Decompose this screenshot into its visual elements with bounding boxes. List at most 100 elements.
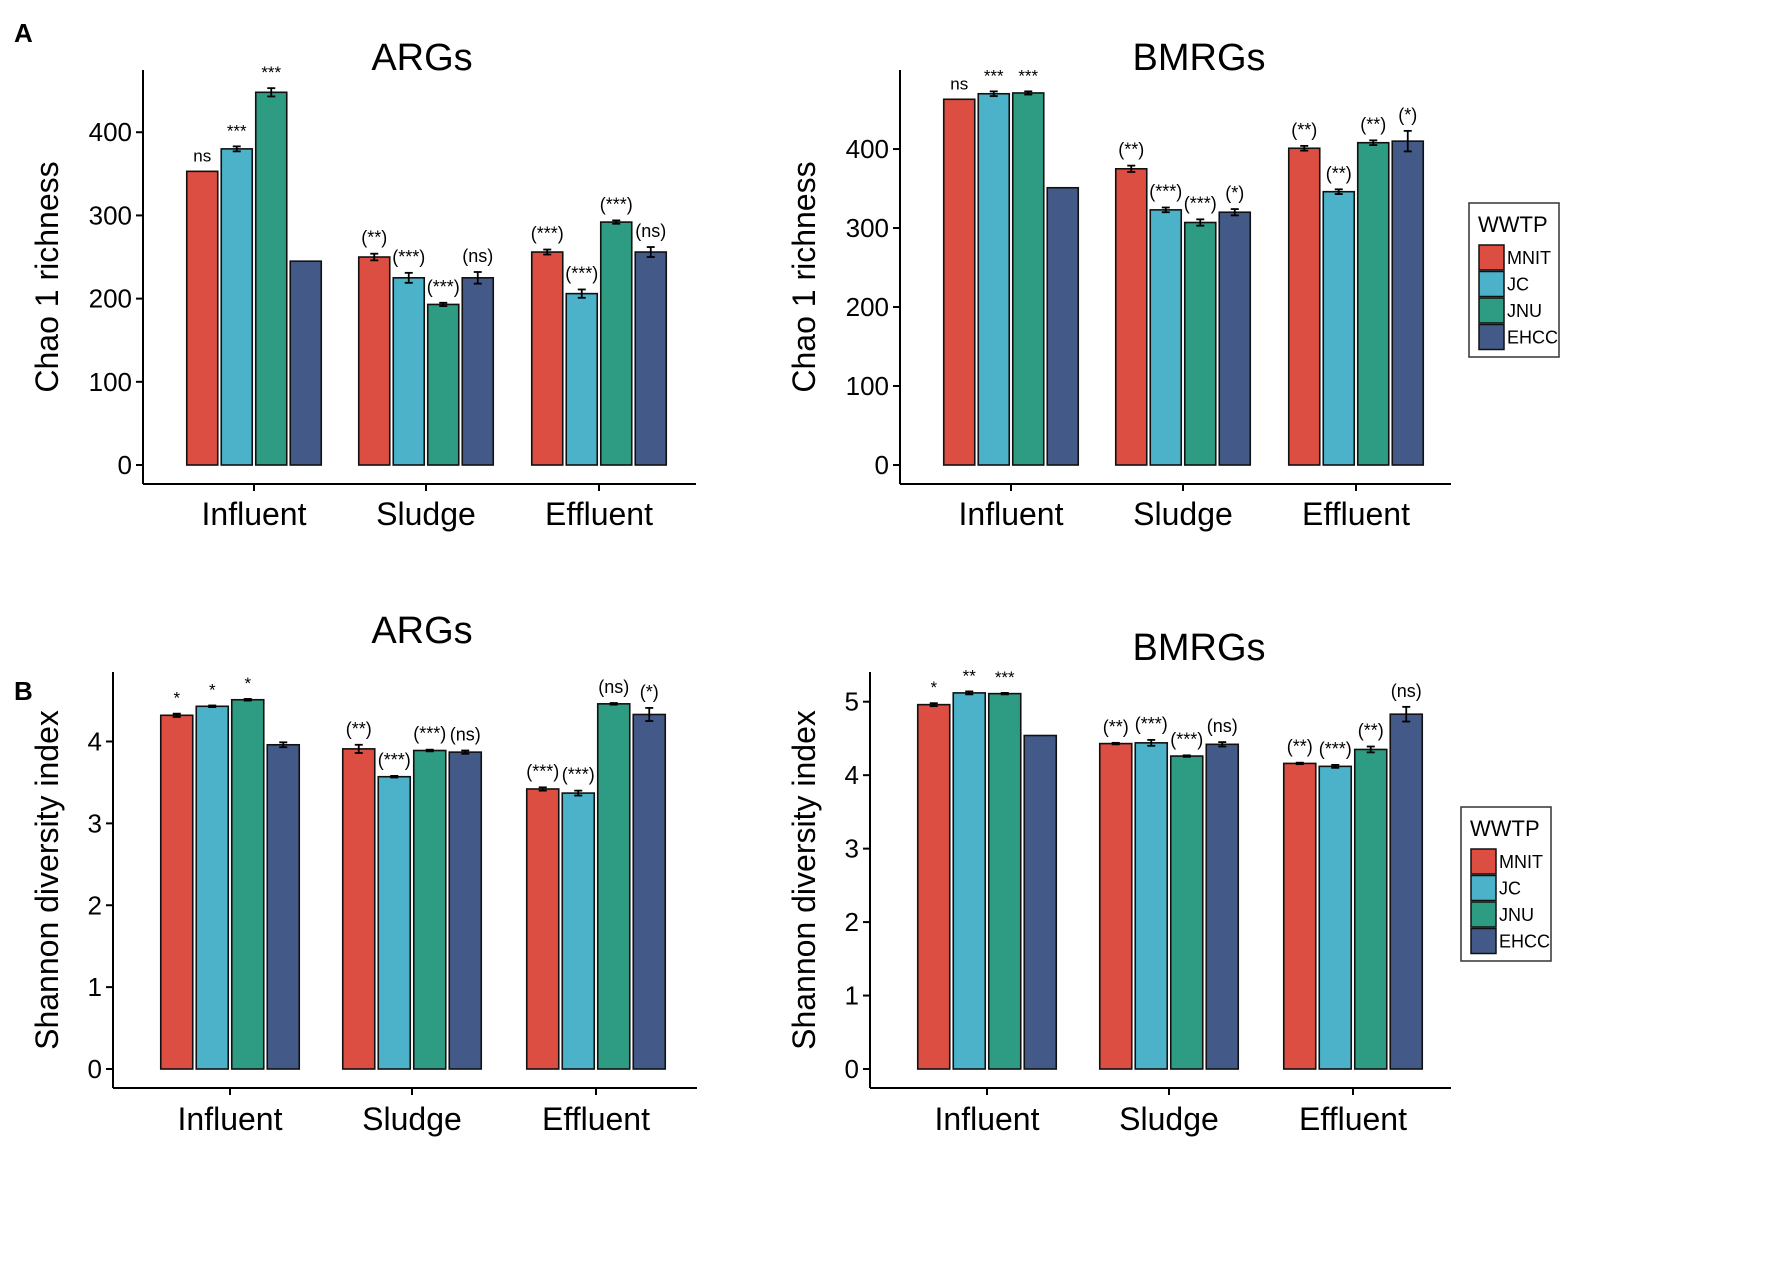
bar-jc-effluent [1318, 765, 1353, 1070]
error-bar-mnit-effluent [543, 248, 552, 256]
significance-label: (**) [346, 719, 372, 739]
legend-label-mnit: MNIT [1499, 852, 1543, 872]
legend-top: WWTP MNIT JC JNU EHCC [1468, 202, 1560, 358]
bar-jc-sludge [1134, 742, 1169, 1070]
significance-label: (**) [1118, 140, 1144, 160]
significance-label: * [173, 689, 180, 708]
error-bar-mnit-sludge [1111, 741, 1120, 746]
bar-jnu-influent [254, 91, 288, 466]
legend-label-jc: JC [1507, 275, 1529, 295]
significance-label: (*) [1398, 105, 1417, 125]
bar-jnu-sludge [426, 303, 460, 466]
y-tick-label: 100 [846, 371, 889, 401]
bar-ehcc-effluent [634, 251, 668, 466]
bar-jc-influent [220, 148, 254, 466]
bar-jnu-influent [987, 692, 1022, 1070]
y-tick-label: 1 [88, 972, 102, 1002]
bar-jnu-sludge [412, 749, 447, 1070]
error-bar-jc-effluent [1331, 763, 1340, 769]
bar-mnit-influent [942, 98, 976, 466]
bar-mnit-effluent [525, 788, 560, 1070]
category-label-effluent: Effluent [1302, 496, 1410, 532]
error-bar-jc-sludge [404, 271, 413, 284]
bar-mnit-sludge [1114, 167, 1148, 466]
significance-label: (***) [378, 750, 411, 770]
significance-label: *** [1018, 66, 1038, 85]
error-bar-jnu-effluent [609, 702, 618, 706]
y-tick-label: 1 [845, 981, 859, 1011]
y-tick-label: 4 [845, 760, 859, 790]
legend-swatch-jnu [1470, 901, 1497, 928]
significance-label: * [209, 680, 216, 699]
significance-label: (***) [1149, 181, 1182, 201]
bar-jnu-influent [1011, 92, 1045, 466]
significance-label: (***) [565, 263, 598, 283]
y-axis-label: Shannon diversity index [786, 710, 822, 1050]
category-label-influent: Influent [202, 496, 307, 532]
bar-mnit-influent [916, 703, 951, 1070]
significance-label: (**) [1287, 737, 1313, 757]
error-bar-mnit-effluent [1300, 144, 1309, 152]
category-label-influent: Influent [959, 496, 1064, 532]
significance-label: (*) [1225, 183, 1244, 203]
chart-title: ARGs [371, 610, 472, 652]
error-bar-ehcc-effluent [1403, 129, 1412, 153]
error-bar-jc-effluent [1334, 188, 1343, 195]
panel-label-b: B [14, 676, 33, 706]
error-bar-ehcc-effluent [645, 707, 654, 722]
category-label-sludge: Sludge [1119, 1101, 1219, 1137]
bar-ehcc-effluent [1389, 713, 1424, 1070]
category-label-sludge: Sludge [376, 496, 476, 532]
bar-mnit-sludge [1098, 742, 1133, 1070]
significance-label: *** [995, 668, 1015, 687]
y-tick-label: 3 [845, 834, 859, 864]
legend-swatch-jnu [1478, 297, 1505, 324]
chart-arg-chao1: ARGs Chao 1 richness 0 100 200 300 400 Influent… [29, 37, 696, 532]
legend-label-mnit: MNIT [1507, 248, 1551, 268]
error-bar-mnit-sludge [354, 743, 363, 754]
bar-jc-sludge [1149, 209, 1183, 466]
y-axis-label: Shannon diversity index [29, 710, 65, 1050]
bar-jc-sludge [392, 277, 426, 466]
y-tick-label: 200 [846, 292, 889, 322]
error-bar-jnu-influent [243, 698, 252, 702]
significance-label: * [244, 674, 251, 693]
chart-bmrg-shannon: BMRGs Shannon diversity index 0 1 2 3 4 5 Influe… [786, 627, 1451, 1137]
legend-title: WWTP [1470, 816, 1540, 841]
chart-title: BMRGs [1133, 627, 1266, 669]
category-label-influent: Influent [935, 1101, 1040, 1137]
significance-label: (***) [1170, 729, 1203, 749]
error-bar-jnu-influent [267, 87, 276, 98]
bar-mnit-effluent [1287, 147, 1321, 466]
category-label-effluent: Effluent [542, 1101, 650, 1137]
significance-label: * [930, 678, 937, 697]
y-tick-label: 0 [845, 1054, 859, 1084]
error-bar-jnu-effluent [612, 219, 621, 225]
bar-mnit-sludge [357, 256, 391, 466]
bar-jc-effluent [565, 292, 599, 466]
bar-jnu-effluent [596, 703, 631, 1070]
error-bar-jnu-influent [1000, 691, 1009, 696]
y-tick-label: 0 [875, 450, 889, 480]
y-tick-label: 2 [845, 907, 859, 937]
legend-label-jnu: JNU [1507, 301, 1542, 321]
bar-ehcc-influent [266, 743, 301, 1070]
significance-label: *** [227, 121, 247, 140]
category-label-sludge: Sludge [1133, 496, 1233, 532]
error-bar-jc-sludge [1147, 739, 1156, 747]
significance-label: (**) [361, 228, 387, 248]
significance-label: (ns) [1207, 716, 1238, 736]
bar-ehcc-sludge [1205, 743, 1240, 1070]
chart-bmrg-chao1: BMRGs Chao 1 richness 0 100 200 300 400 Influen… [786, 37, 1451, 532]
error-bar-jc-influent [965, 690, 974, 696]
significance-label: (**) [1326, 163, 1352, 183]
category-label-effluent: Effluent [1299, 1101, 1407, 1137]
y-tick-label: 200 [89, 284, 132, 314]
error-bar-ehcc-sludge [1218, 741, 1227, 748]
significance-label: (ns) [635, 221, 666, 241]
category-label-effluent: Effluent [545, 496, 653, 532]
bar-jc-effluent [561, 792, 596, 1070]
significance-label: (*) [640, 682, 659, 702]
error-bar-jnu-influent [1024, 90, 1033, 96]
error-bar-mnit-effluent [538, 786, 547, 792]
